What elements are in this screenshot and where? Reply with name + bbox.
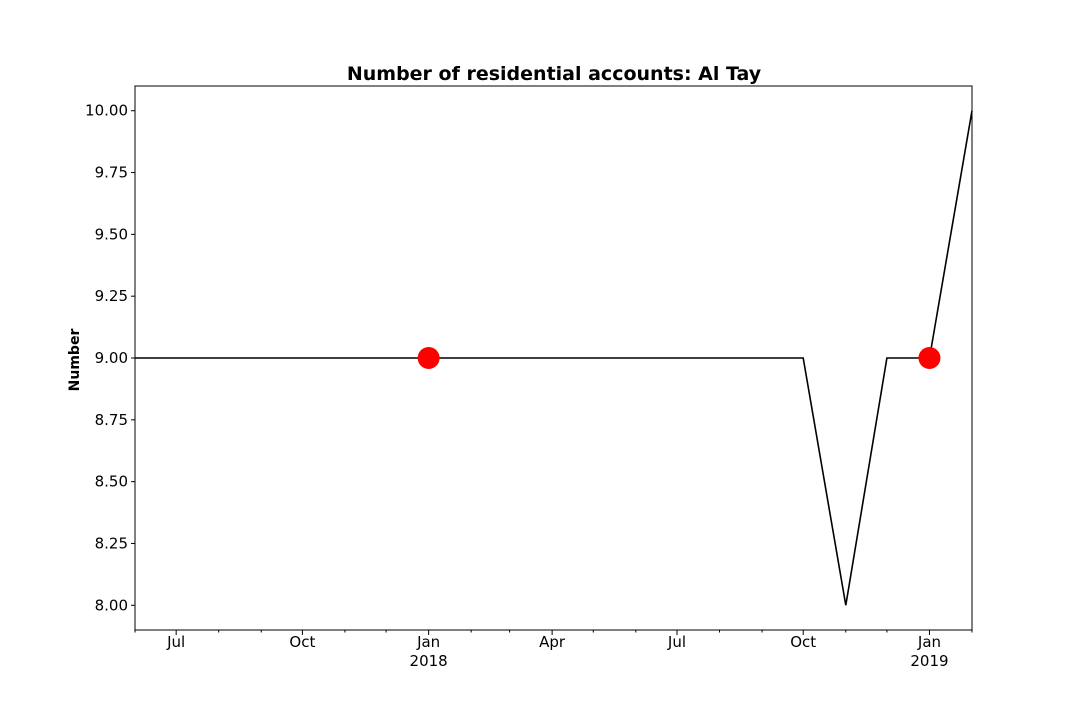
plot-frame <box>134 85 973 631</box>
y-tick-label: 9.50 <box>95 225 128 243</box>
x-tick-label: Apr <box>539 633 566 651</box>
highlight-point <box>417 347 440 369</box>
series-layer <box>135 110 973 606</box>
y-tick-label: 8.50 <box>95 473 128 491</box>
x-tick-year-label: 2019 <box>910 652 948 670</box>
x-tick-label: Oct <box>790 633 816 651</box>
x-tick-label: Jul <box>667 633 686 651</box>
y-axis-label: Number <box>67 329 83 392</box>
series-line <box>135 110 973 606</box>
y-tick-label: 8.25 <box>95 534 128 552</box>
x-tick-label: Jan <box>917 633 941 651</box>
y-axis: 8.00 8.25 8.50 8.75 9.00 9.25 9.50 9.75 10.00 <box>85 102 135 614</box>
y-tick-label: 9.00 <box>95 349 128 367</box>
x-tick-year-label: 2018 <box>410 652 448 670</box>
y-tick-label: 10.00 <box>85 102 128 120</box>
highlight-point <box>918 347 941 369</box>
y-tick-label: 9.25 <box>95 287 128 305</box>
x-tick-label: Jul <box>166 633 185 651</box>
x-tick-label: Oct <box>289 633 315 651</box>
x-tick-label: Jan <box>416 633 440 651</box>
y-tick-label: 9.75 <box>95 164 128 182</box>
chart-title: Number of residential accounts: Al Tay <box>347 63 762 85</box>
y-tick-label: 8.00 <box>95 596 128 614</box>
y-tick-label: 8.75 <box>95 411 128 429</box>
